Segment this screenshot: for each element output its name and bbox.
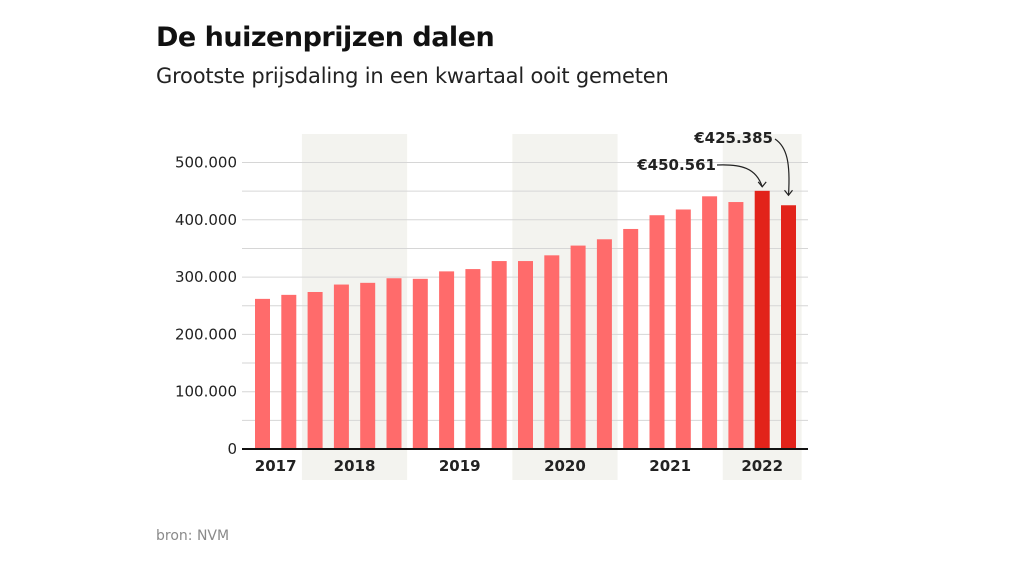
arrowhead-icon bbox=[757, 181, 767, 188]
bar-2022-q2 bbox=[754, 190, 770, 449]
y-tick-label: 200.000 bbox=[175, 325, 237, 343]
annotation-label: €425.385 bbox=[693, 129, 773, 147]
bars bbox=[255, 190, 796, 449]
bar-2019-q3 bbox=[465, 269, 481, 449]
chart-subtitle: Grootste prijsdaling in een kwartaal ooi… bbox=[156, 64, 669, 88]
bar-2017-q3 bbox=[255, 298, 270, 449]
bar-2020-q3 bbox=[570, 245, 586, 449]
y-tick-label: 400.000 bbox=[175, 211, 237, 229]
y-tick-label: 0 bbox=[227, 440, 237, 458]
arrowhead-icon bbox=[784, 189, 793, 197]
bar-2019-q4 bbox=[491, 261, 507, 449]
bar-2021-q2 bbox=[649, 215, 665, 449]
y-tick-label: 500.000 bbox=[175, 154, 237, 172]
y-tick-label: 300.000 bbox=[175, 268, 237, 286]
x-tick-label-2019: 2019 bbox=[439, 457, 481, 475]
x-tick-label-2020: 2020 bbox=[544, 457, 586, 475]
bar-2022-q1 bbox=[728, 202, 744, 449]
bar-2021-q4 bbox=[702, 196, 718, 449]
bar-2019-q2 bbox=[439, 271, 455, 449]
bar-2021-q3 bbox=[675, 209, 691, 449]
bar-2018-q2 bbox=[333, 284, 349, 449]
x-tick-label-2017: 2017 bbox=[255, 457, 297, 475]
y-axis-labels: 0 100.000 200.000 300.000 400.000 500.000 bbox=[175, 154, 237, 459]
bar-2018-q4 bbox=[386, 278, 402, 449]
chart-title: De huizenprijzen dalen bbox=[156, 22, 495, 53]
bar-2018-q1 bbox=[307, 291, 323, 449]
bar-2022-q3 bbox=[781, 205, 796, 449]
bar-2020-q4 bbox=[596, 239, 612, 449]
x-tick-label-2018: 2018 bbox=[334, 457, 376, 475]
bar-2020-q2 bbox=[544, 255, 560, 449]
x-tick-label-2021: 2021 bbox=[649, 457, 691, 475]
annotation-arrow bbox=[774, 138, 790, 196]
bar-2020-q1 bbox=[518, 261, 533, 449]
y-tick-label: 100.000 bbox=[175, 383, 237, 401]
source-note: bron: NVM bbox=[156, 528, 230, 544]
x-axis-labels: 2017 2018 2019 2020 2021 2022 bbox=[255, 457, 783, 475]
bar-2017-q4 bbox=[281, 294, 297, 449]
bar-2021-q1 bbox=[623, 228, 639, 449]
annotation-arrow bbox=[716, 164, 763, 188]
bar-2018-q3 bbox=[360, 282, 376, 449]
bar-2019-q1 bbox=[412, 278, 428, 449]
annotations: €450.561 €425.385 bbox=[636, 129, 793, 197]
annotation-label: €450.561 bbox=[636, 156, 716, 174]
x-tick-label-2022: 2022 bbox=[741, 457, 783, 475]
